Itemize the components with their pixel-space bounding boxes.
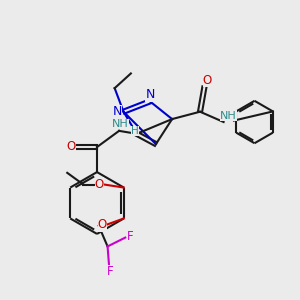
Text: O: O [67, 140, 76, 153]
Text: N: N [112, 105, 122, 118]
Text: O: O [203, 74, 212, 87]
Text: NH: NH [220, 110, 236, 121]
Text: O: O [98, 218, 107, 231]
Text: H: H [131, 126, 139, 136]
Text: F: F [127, 230, 134, 243]
Text: O: O [95, 178, 104, 190]
Text: NH: NH [112, 119, 129, 129]
Text: F: F [107, 265, 114, 278]
Text: N: N [145, 88, 155, 101]
